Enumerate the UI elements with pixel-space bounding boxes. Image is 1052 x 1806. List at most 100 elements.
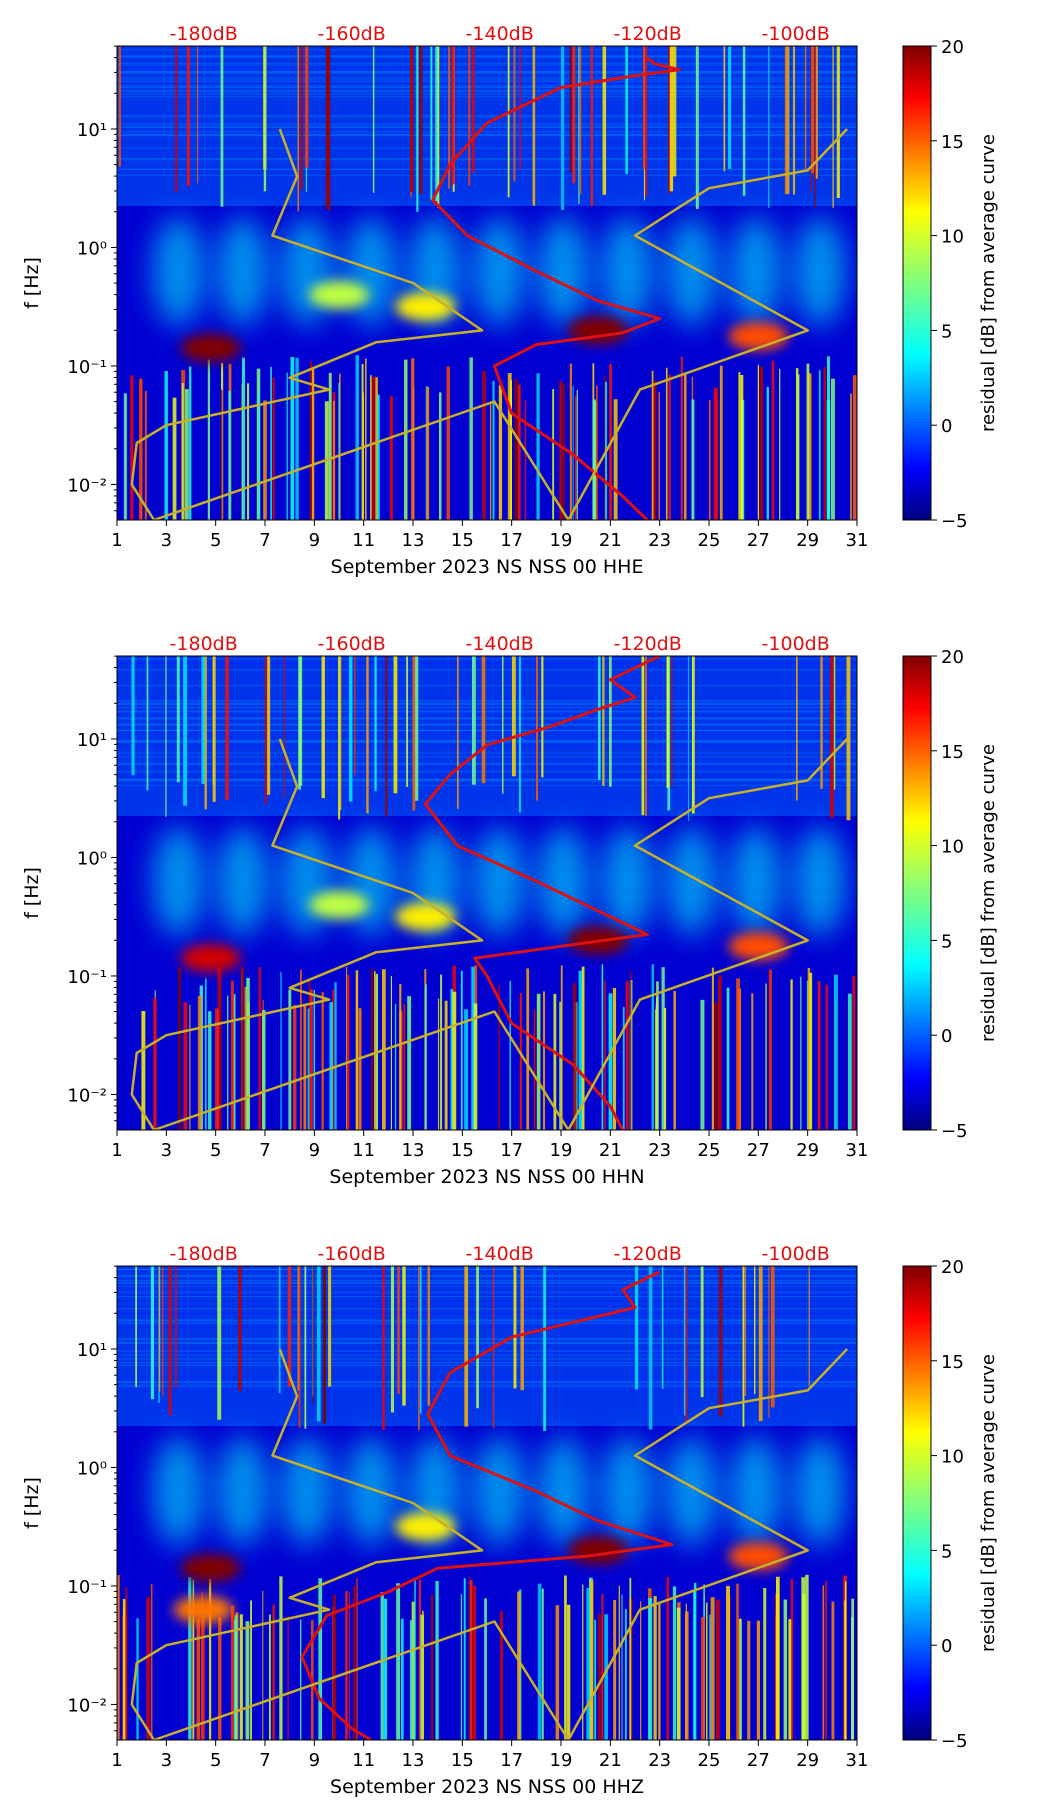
x-tick-label: 3: [161, 1750, 172, 1771]
x-tick-label: 15: [451, 1140, 474, 1161]
microseism-cloud: [216, 1436, 269, 1547]
microseism-cloud: [601, 1436, 654, 1547]
colorbar-tick-label: 15: [941, 1352, 964, 1373]
colorbar-tick-label: 20: [941, 1257, 964, 1278]
microseism-cloud: [794, 826, 846, 937]
x-tick-label: 21: [599, 530, 622, 551]
microseism-cloud: [537, 216, 590, 327]
db-scale-label: -160dB: [318, 633, 386, 655]
x-tick-label: 17: [500, 530, 523, 551]
x-tick-label: 9: [309, 1140, 320, 1161]
energy-band: [173, 1595, 234, 1624]
colorbar-tick-label: 5: [941, 931, 952, 952]
x-tick-label: 27: [747, 1750, 770, 1771]
microseism-cloud: [665, 216, 718, 327]
x-tick-label: 5: [210, 1140, 221, 1161]
colorbar-tick-label: 5: [941, 1541, 952, 1562]
microseism-cloud: [794, 1436, 846, 1547]
y-tick-label: 10¹: [77, 730, 107, 751]
microseism-cloud: [216, 216, 269, 327]
high-frequency-band: [117, 46, 857, 206]
colorbar-tick-label: 0: [941, 1636, 952, 1657]
x-tick-label: 25: [698, 1140, 721, 1161]
db-scale-label: -180dB: [170, 633, 238, 655]
microseism-cloud: [665, 826, 718, 937]
db-scale-label: -180dB: [170, 23, 238, 45]
colorbar-label: residual [dB] from average curve: [978, 1354, 999, 1652]
microseism-cloud: [152, 216, 205, 327]
x-tick-label: 11: [352, 530, 375, 551]
y-tick-label: 10⁰: [77, 848, 107, 869]
x-tick-label: 1: [111, 1750, 122, 1771]
microseism-cloud: [152, 1436, 205, 1547]
y-tick-label: 10⁻²: [67, 1085, 107, 1106]
colorbar: [902, 655, 932, 1131]
microseism-cloud: [345, 216, 398, 327]
db-scale-label: -100dB: [762, 633, 830, 655]
db-scale-label: -180dB: [170, 1243, 238, 1265]
noise-model-curve: [130, 128, 849, 520]
colorbar-tick-label: −5: [941, 511, 968, 532]
x-tick-label: 11: [352, 1140, 375, 1161]
x-tick-label: 23: [648, 530, 671, 551]
energy-band: [728, 932, 789, 961]
microseism-cloud: [729, 1436, 782, 1547]
x-tick-label: 15: [451, 530, 474, 551]
y-tick-label: 10⁰: [77, 238, 107, 259]
x-tick-label: 5: [210, 530, 221, 551]
db-scale-label: -120dB: [614, 1243, 682, 1265]
x-tick-label: 3: [161, 1140, 172, 1161]
microseism-cloud: [794, 216, 846, 327]
db-scale-label: -160dB: [318, 1243, 386, 1265]
db-scale-label: -140dB: [466, 23, 534, 45]
energy-band: [180, 1554, 241, 1583]
colorbar-tick-label: 10: [941, 837, 964, 858]
microseism-cloud: [473, 1436, 526, 1547]
y-tick-label: 10⁻¹: [67, 1577, 107, 1598]
colorbar: [902, 1265, 932, 1741]
x-tick-label: 9: [309, 1750, 320, 1771]
x-tick-label: 25: [698, 1750, 721, 1771]
x-tick-label: 21: [599, 1750, 622, 1771]
db-scale-label: -140dB: [466, 633, 534, 655]
y-tick-label: 10⁻²: [67, 1695, 107, 1716]
x-tick-label: 23: [648, 1750, 671, 1771]
median-psd-curve: [423, 656, 661, 1130]
median-psd-curve: [300, 1270, 674, 1740]
x-tick-label: 13: [402, 1750, 425, 1771]
x-tick-label: 9: [309, 530, 320, 551]
x-axis-label: September 2023 NS NSS 00 HHE: [331, 556, 644, 578]
db-scale-label: -140dB: [466, 1243, 534, 1265]
colorbar-tick-label: 10: [941, 1447, 964, 1468]
energy-band: [309, 890, 369, 919]
x-tick-label: 11: [352, 1750, 375, 1771]
median-psd-curve: [431, 56, 681, 520]
microseism-cloud: [280, 216, 333, 327]
db-scale-label: -100dB: [762, 23, 830, 45]
colorbar-tick-label: 0: [941, 1026, 952, 1047]
colorbar-label: residual [dB] from average curve: [978, 744, 999, 1042]
energy-band: [180, 334, 241, 363]
colorbar-label: residual [dB] from average curve: [978, 134, 999, 432]
noise-model-curve: [130, 1348, 849, 1740]
x-tick-label: 23: [648, 1140, 671, 1161]
x-tick-label: 19: [550, 530, 573, 551]
x-tick-label: 5: [210, 1750, 221, 1771]
x-tick-label: 1: [111, 1140, 122, 1161]
x-tick-label: 31: [846, 1750, 869, 1771]
y-tick-label: 10⁰: [77, 1458, 107, 1479]
microseism-cloud: [601, 826, 654, 937]
y-tick-label: 10⁻²: [67, 475, 107, 496]
x-tick-label: 29: [796, 530, 819, 551]
colorbar: [902, 45, 932, 521]
colorbar-tick-label: 20: [941, 647, 964, 668]
db-scale-label: -160dB: [318, 23, 386, 45]
y-tick-label: 10⁻¹: [67, 967, 107, 988]
noise-model-curve: [130, 738, 849, 1130]
x-tick-label: 3: [161, 530, 172, 551]
energy-band: [395, 902, 456, 931]
microseism-cloud: [345, 1436, 398, 1547]
